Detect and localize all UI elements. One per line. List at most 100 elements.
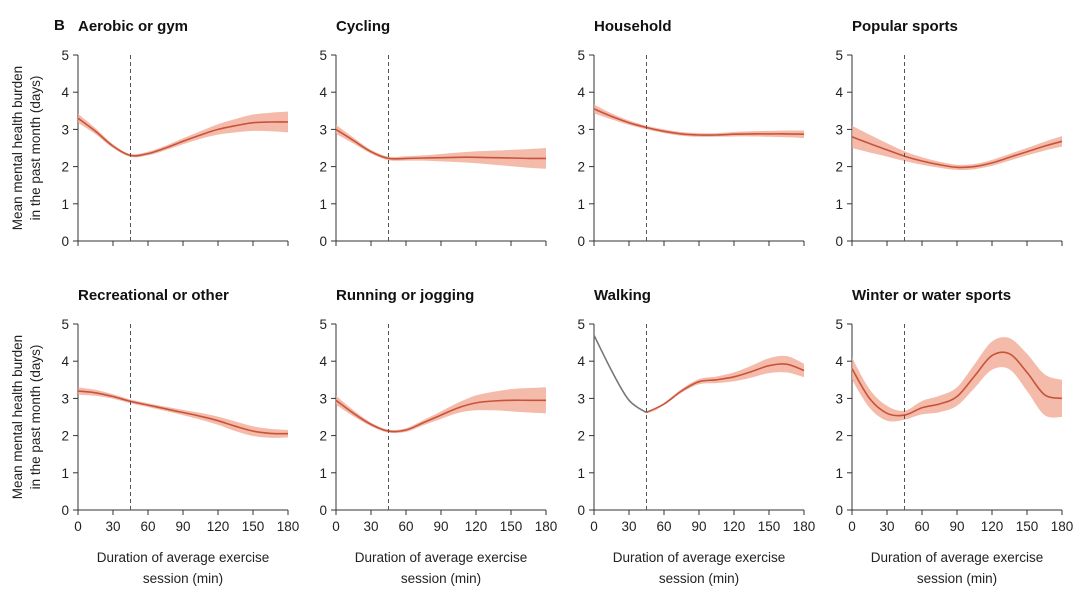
x-tick-label: 0 bbox=[74, 519, 82, 534]
y-tick-label: 0 bbox=[319, 503, 327, 518]
x-tick-label: 150 bbox=[500, 519, 523, 534]
y-tick-label: 3 bbox=[61, 122, 69, 137]
y-axis-label-top: Mean mental health burden in the past mon… bbox=[10, 66, 43, 230]
y-axis-label-bottom: Mean mental health burden in the past mon… bbox=[10, 335, 43, 499]
y-tick-label: 1 bbox=[577, 466, 585, 481]
confidence-band bbox=[336, 124, 546, 169]
y-tick-label: 4 bbox=[61, 354, 69, 369]
y-axis-title-line: Mean mental health burden bbox=[10, 335, 25, 499]
y-tick-label: 1 bbox=[61, 197, 69, 212]
y-tick-label: 5 bbox=[577, 48, 585, 63]
confidence-band bbox=[594, 335, 804, 413]
y-axis-title-line: in the past month (days) bbox=[28, 76, 43, 221]
y-axis-title-line: in the past month (days) bbox=[28, 345, 43, 490]
x-tick-label: 90 bbox=[433, 519, 448, 534]
x-tick-label: 180 bbox=[535, 519, 558, 534]
y-tick-label: 3 bbox=[577, 122, 585, 137]
x-axis-title-line: session (min) bbox=[143, 571, 223, 586]
y-tick-label: 1 bbox=[835, 197, 843, 212]
y-tick-label: 3 bbox=[319, 391, 327, 406]
chart-panel: Running or jogging 0 1 2 3 4 5 0 30 60 90 120 150 180… bbox=[319, 287, 557, 586]
y-axis-title-line: Mean mental health burden bbox=[10, 66, 25, 230]
y-tick-label: 3 bbox=[319, 122, 327, 137]
x-tick-label: 0 bbox=[332, 519, 340, 534]
y-tick-label: 1 bbox=[319, 466, 327, 481]
y-tick-label: 5 bbox=[577, 317, 585, 332]
y-tick-label: 4 bbox=[319, 354, 327, 369]
x-axis-title-line: Duration of average exercise bbox=[97, 550, 270, 565]
x-tick-label: 0 bbox=[848, 519, 856, 534]
y-tick-label: 5 bbox=[61, 317, 69, 332]
panel-title: Household bbox=[594, 18, 672, 35]
series-line bbox=[335, 399, 546, 433]
chart-panel: Aerobic or gym 0 1 2 3 4 5 bbox=[61, 18, 289, 249]
series-line bbox=[646, 363, 805, 414]
y-tick-label: 3 bbox=[61, 391, 69, 406]
series-line bbox=[593, 108, 805, 136]
x-axis-title-line: session (min) bbox=[917, 571, 997, 586]
y-tick-label: 4 bbox=[319, 85, 327, 100]
y-tick-label: 2 bbox=[835, 160, 843, 175]
panel-title: Popular sports bbox=[852, 18, 958, 35]
series-line-early bbox=[593, 334, 647, 414]
x-tick-label: 120 bbox=[207, 519, 230, 534]
x-tick-label: 150 bbox=[758, 519, 781, 534]
series-line bbox=[335, 128, 547, 160]
y-tick-label: 0 bbox=[835, 234, 843, 249]
y-tick-label: 2 bbox=[61, 429, 69, 444]
confidence-band bbox=[78, 111, 288, 158]
y-tick-label: 2 bbox=[319, 429, 327, 444]
y-tick-label: 0 bbox=[835, 503, 843, 518]
y-tick-label: 0 bbox=[61, 234, 69, 249]
y-tick-label: 1 bbox=[835, 466, 843, 481]
y-tick-label: 0 bbox=[319, 234, 327, 249]
y-tick-label: 2 bbox=[319, 160, 327, 175]
y-tick-label: 4 bbox=[577, 85, 585, 100]
panel-title: Winter or water sports bbox=[852, 287, 1011, 304]
series-line bbox=[77, 390, 289, 435]
chart-panel: Recreational or other 0 1 2 3 4 5 0 30 60 90 120 150… bbox=[61, 287, 299, 586]
x-axis-title-line: session (min) bbox=[401, 571, 481, 586]
x-tick-label: 180 bbox=[1051, 519, 1074, 534]
panel-title: Cycling bbox=[336, 18, 390, 35]
y-tick-label: 2 bbox=[577, 429, 585, 444]
panel-title: Walking bbox=[594, 287, 651, 304]
confidence-band bbox=[852, 125, 1062, 171]
y-tick-label: 3 bbox=[577, 391, 585, 406]
x-tick-label: 30 bbox=[879, 519, 894, 534]
panel-title: Recreational or other bbox=[78, 287, 229, 304]
x-tick-label: 120 bbox=[723, 519, 746, 534]
y-tick-label: 4 bbox=[61, 85, 69, 100]
y-tick-label: 2 bbox=[61, 160, 69, 175]
y-tick-label: 4 bbox=[835, 354, 843, 369]
x-tick-label: 60 bbox=[914, 519, 929, 534]
series-line bbox=[77, 117, 289, 157]
x-tick-label: 90 bbox=[691, 519, 706, 534]
chart-panel: Cycling 0 1 2 3 4 5 bbox=[319, 18, 547, 249]
x-tick-label: 0 bbox=[590, 519, 598, 534]
chart-panel: Popular sports 0 1 2 3 4 5 bbox=[835, 18, 1063, 249]
x-tick-label: 180 bbox=[277, 519, 300, 534]
y-tick-label: 1 bbox=[319, 197, 327, 212]
x-tick-label: 60 bbox=[398, 519, 413, 534]
x-tick-label: 150 bbox=[1016, 519, 1039, 534]
y-tick-label: 4 bbox=[835, 85, 843, 100]
series-line bbox=[851, 136, 1063, 169]
panel-title: Aerobic or gym bbox=[78, 18, 188, 35]
x-tick-label: 120 bbox=[465, 519, 488, 534]
x-tick-label: 60 bbox=[656, 519, 671, 534]
x-tick-label: 30 bbox=[363, 519, 378, 534]
confidence-band bbox=[336, 387, 546, 434]
y-tick-label: 5 bbox=[835, 48, 843, 63]
series-line bbox=[851, 351, 1063, 417]
y-tick-label: 4 bbox=[577, 354, 585, 369]
y-tick-label: 1 bbox=[61, 466, 69, 481]
x-axis-title-line: Duration of average exercise bbox=[613, 550, 786, 565]
x-tick-label: 90 bbox=[949, 519, 964, 534]
y-tick-label: 0 bbox=[61, 503, 69, 518]
chart-panel: Household 0 1 2 3 4 5 bbox=[577, 18, 805, 249]
y-tick-label: 5 bbox=[319, 317, 327, 332]
x-tick-label: 150 bbox=[242, 519, 265, 534]
x-tick-label: 120 bbox=[981, 519, 1004, 534]
